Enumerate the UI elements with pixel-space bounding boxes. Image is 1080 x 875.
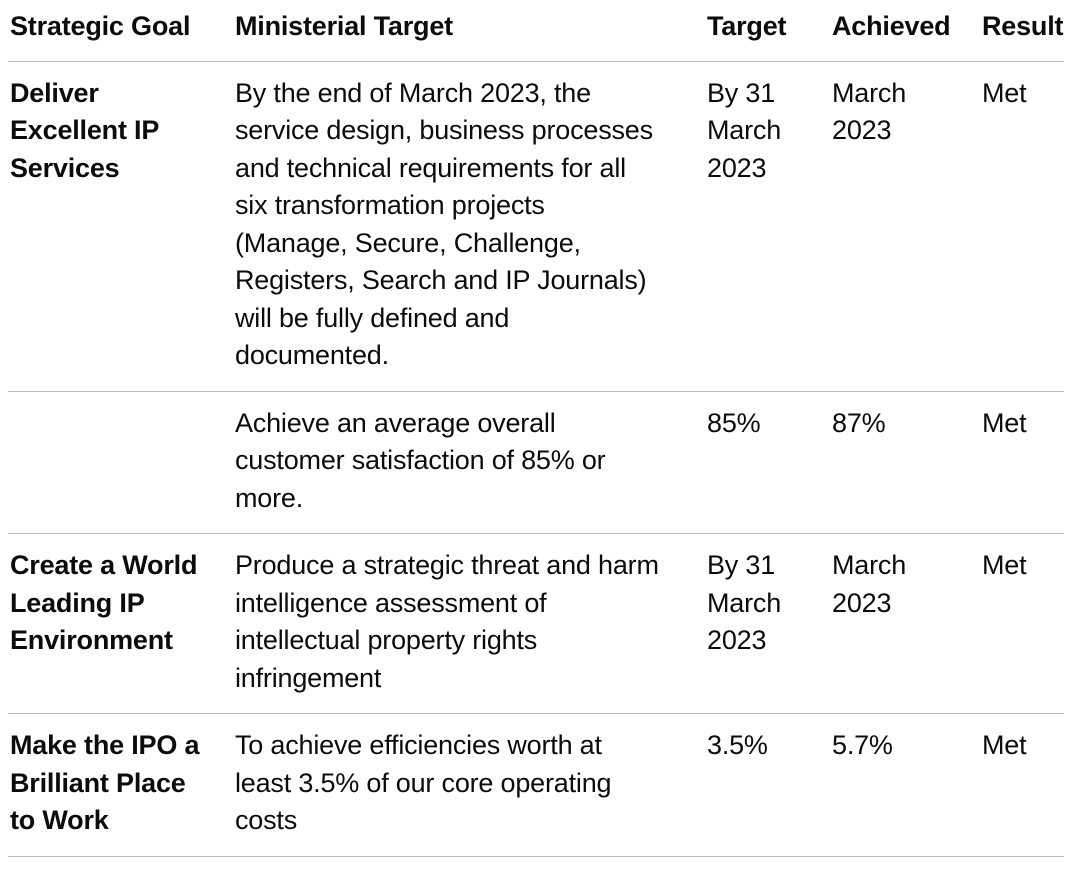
cell-achieved: 5.7%	[832, 713, 982, 857]
cell-result: Met	[982, 391, 1064, 534]
cell-target: By 31 March 2023	[707, 533, 832, 714]
cell-achieved: March 2023	[832, 61, 982, 392]
cell-result: Met	[982, 713, 1064, 857]
column-header-achieved: Achieved	[832, 0, 982, 62]
cell-strategic-goal: Deliver Excellent IP Services	[8, 61, 235, 392]
column-header-ministerial-target: Ministerial Target	[235, 0, 707, 62]
cell-target: 85%	[707, 391, 832, 534]
cell-strategic-goal	[8, 391, 235, 534]
column-header-result: Result	[982, 0, 1064, 62]
cell-ministerial-target: By the end of March 2023, the service de…	[235, 61, 707, 392]
table-header: Strategic Goal Ministerial Target Target…	[8, 0, 1064, 62]
cell-target: 3.5%	[707, 713, 832, 857]
table-row: Make the IPO a Brilliant Place to Work T…	[8, 713, 1064, 857]
cell-result: Met	[982, 61, 1064, 392]
cell-strategic-goal: Make the IPO a Brilliant Place to Work	[8, 713, 235, 857]
cell-achieved: March 2023	[832, 533, 982, 714]
cell-ministerial-target: To achieve efficiencies worth at least 3…	[235, 713, 707, 857]
table-row: Deliver Excellent IP Services By the end…	[8, 61, 1064, 392]
column-header-strategic-goal: Strategic Goal	[8, 0, 235, 62]
header-row: Strategic Goal Ministerial Target Target…	[8, 0, 1064, 62]
table-row: Achieve an average overall customer sati…	[8, 391, 1064, 534]
cell-ministerial-target: Achieve an average overall customer sati…	[235, 391, 707, 534]
column-header-target: Target	[707, 0, 832, 62]
cell-target: By 31 March 2023	[707, 61, 832, 392]
cell-achieved: 87%	[832, 391, 982, 534]
cell-result: Met	[982, 533, 1064, 714]
cell-strategic-goal: Create a World Leading IP Environment	[8, 533, 235, 714]
table-row: Create a World Leading IP Environment Pr…	[8, 533, 1064, 714]
table-body: Deliver Excellent IP Services By the end…	[8, 61, 1064, 857]
ministerial-targets-table: Strategic Goal Ministerial Target Target…	[8, 0, 1064, 857]
cell-ministerial-target: Produce a strategic threat and harm inte…	[235, 533, 707, 714]
